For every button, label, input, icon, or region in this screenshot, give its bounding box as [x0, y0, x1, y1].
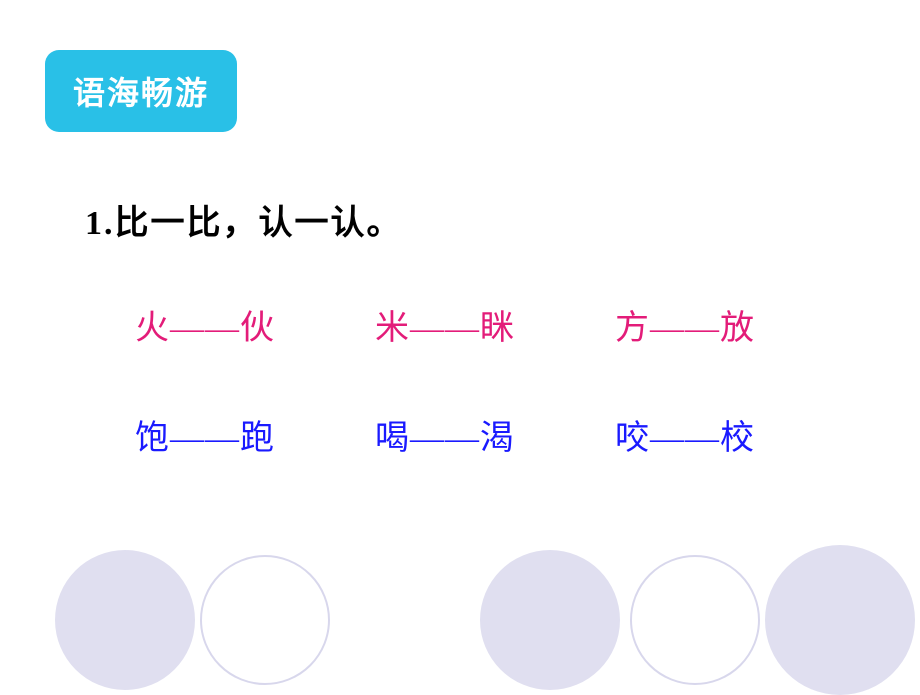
- pair-separator: ——: [650, 420, 720, 457]
- char-right: 伙: [240, 310, 275, 347]
- char-pair: 火——伙: [135, 300, 375, 349]
- circle-icon: [55, 550, 195, 690]
- pair-separator: ——: [170, 420, 240, 457]
- circle-icon: [480, 550, 620, 690]
- char-right: 校: [720, 420, 755, 457]
- char-right: 眯: [480, 310, 515, 347]
- char-pair: 方——放: [615, 300, 855, 349]
- decorative-circles: [0, 520, 920, 690]
- pair-separator: ——: [650, 310, 720, 347]
- char-row-2: 饱——跑 喝——渴 咬——校: [0, 410, 920, 459]
- char-left: 喝: [375, 420, 410, 457]
- pair-separator: ——: [170, 310, 240, 347]
- char-right: 跑: [240, 420, 275, 457]
- circle-icon: [765, 545, 915, 695]
- char-row-1: 火——伙 米——眯 方——放: [0, 300, 920, 349]
- pair-separator: ——: [410, 310, 480, 347]
- section-badge-text: 语海畅游: [73, 75, 209, 111]
- circle-icon: [630, 555, 760, 685]
- char-pair: 饱——跑: [135, 410, 375, 459]
- char-pair: 咬——校: [615, 410, 855, 459]
- char-pair: 米——眯: [375, 300, 615, 349]
- char-left: 饱: [135, 420, 170, 457]
- char-left: 火: [135, 310, 170, 347]
- char-left: 咬: [615, 420, 650, 457]
- char-right: 放: [720, 310, 755, 347]
- pair-separator: ——: [410, 420, 480, 457]
- char-left: 米: [375, 310, 410, 347]
- char-left: 方: [615, 310, 650, 347]
- section-badge: 语海畅游: [45, 50, 237, 132]
- circle-icon: [200, 555, 330, 685]
- char-right: 渴: [480, 420, 515, 457]
- exercise-heading: 1.比一比，认一认。: [85, 195, 403, 244]
- char-pair: 喝——渴: [375, 410, 615, 459]
